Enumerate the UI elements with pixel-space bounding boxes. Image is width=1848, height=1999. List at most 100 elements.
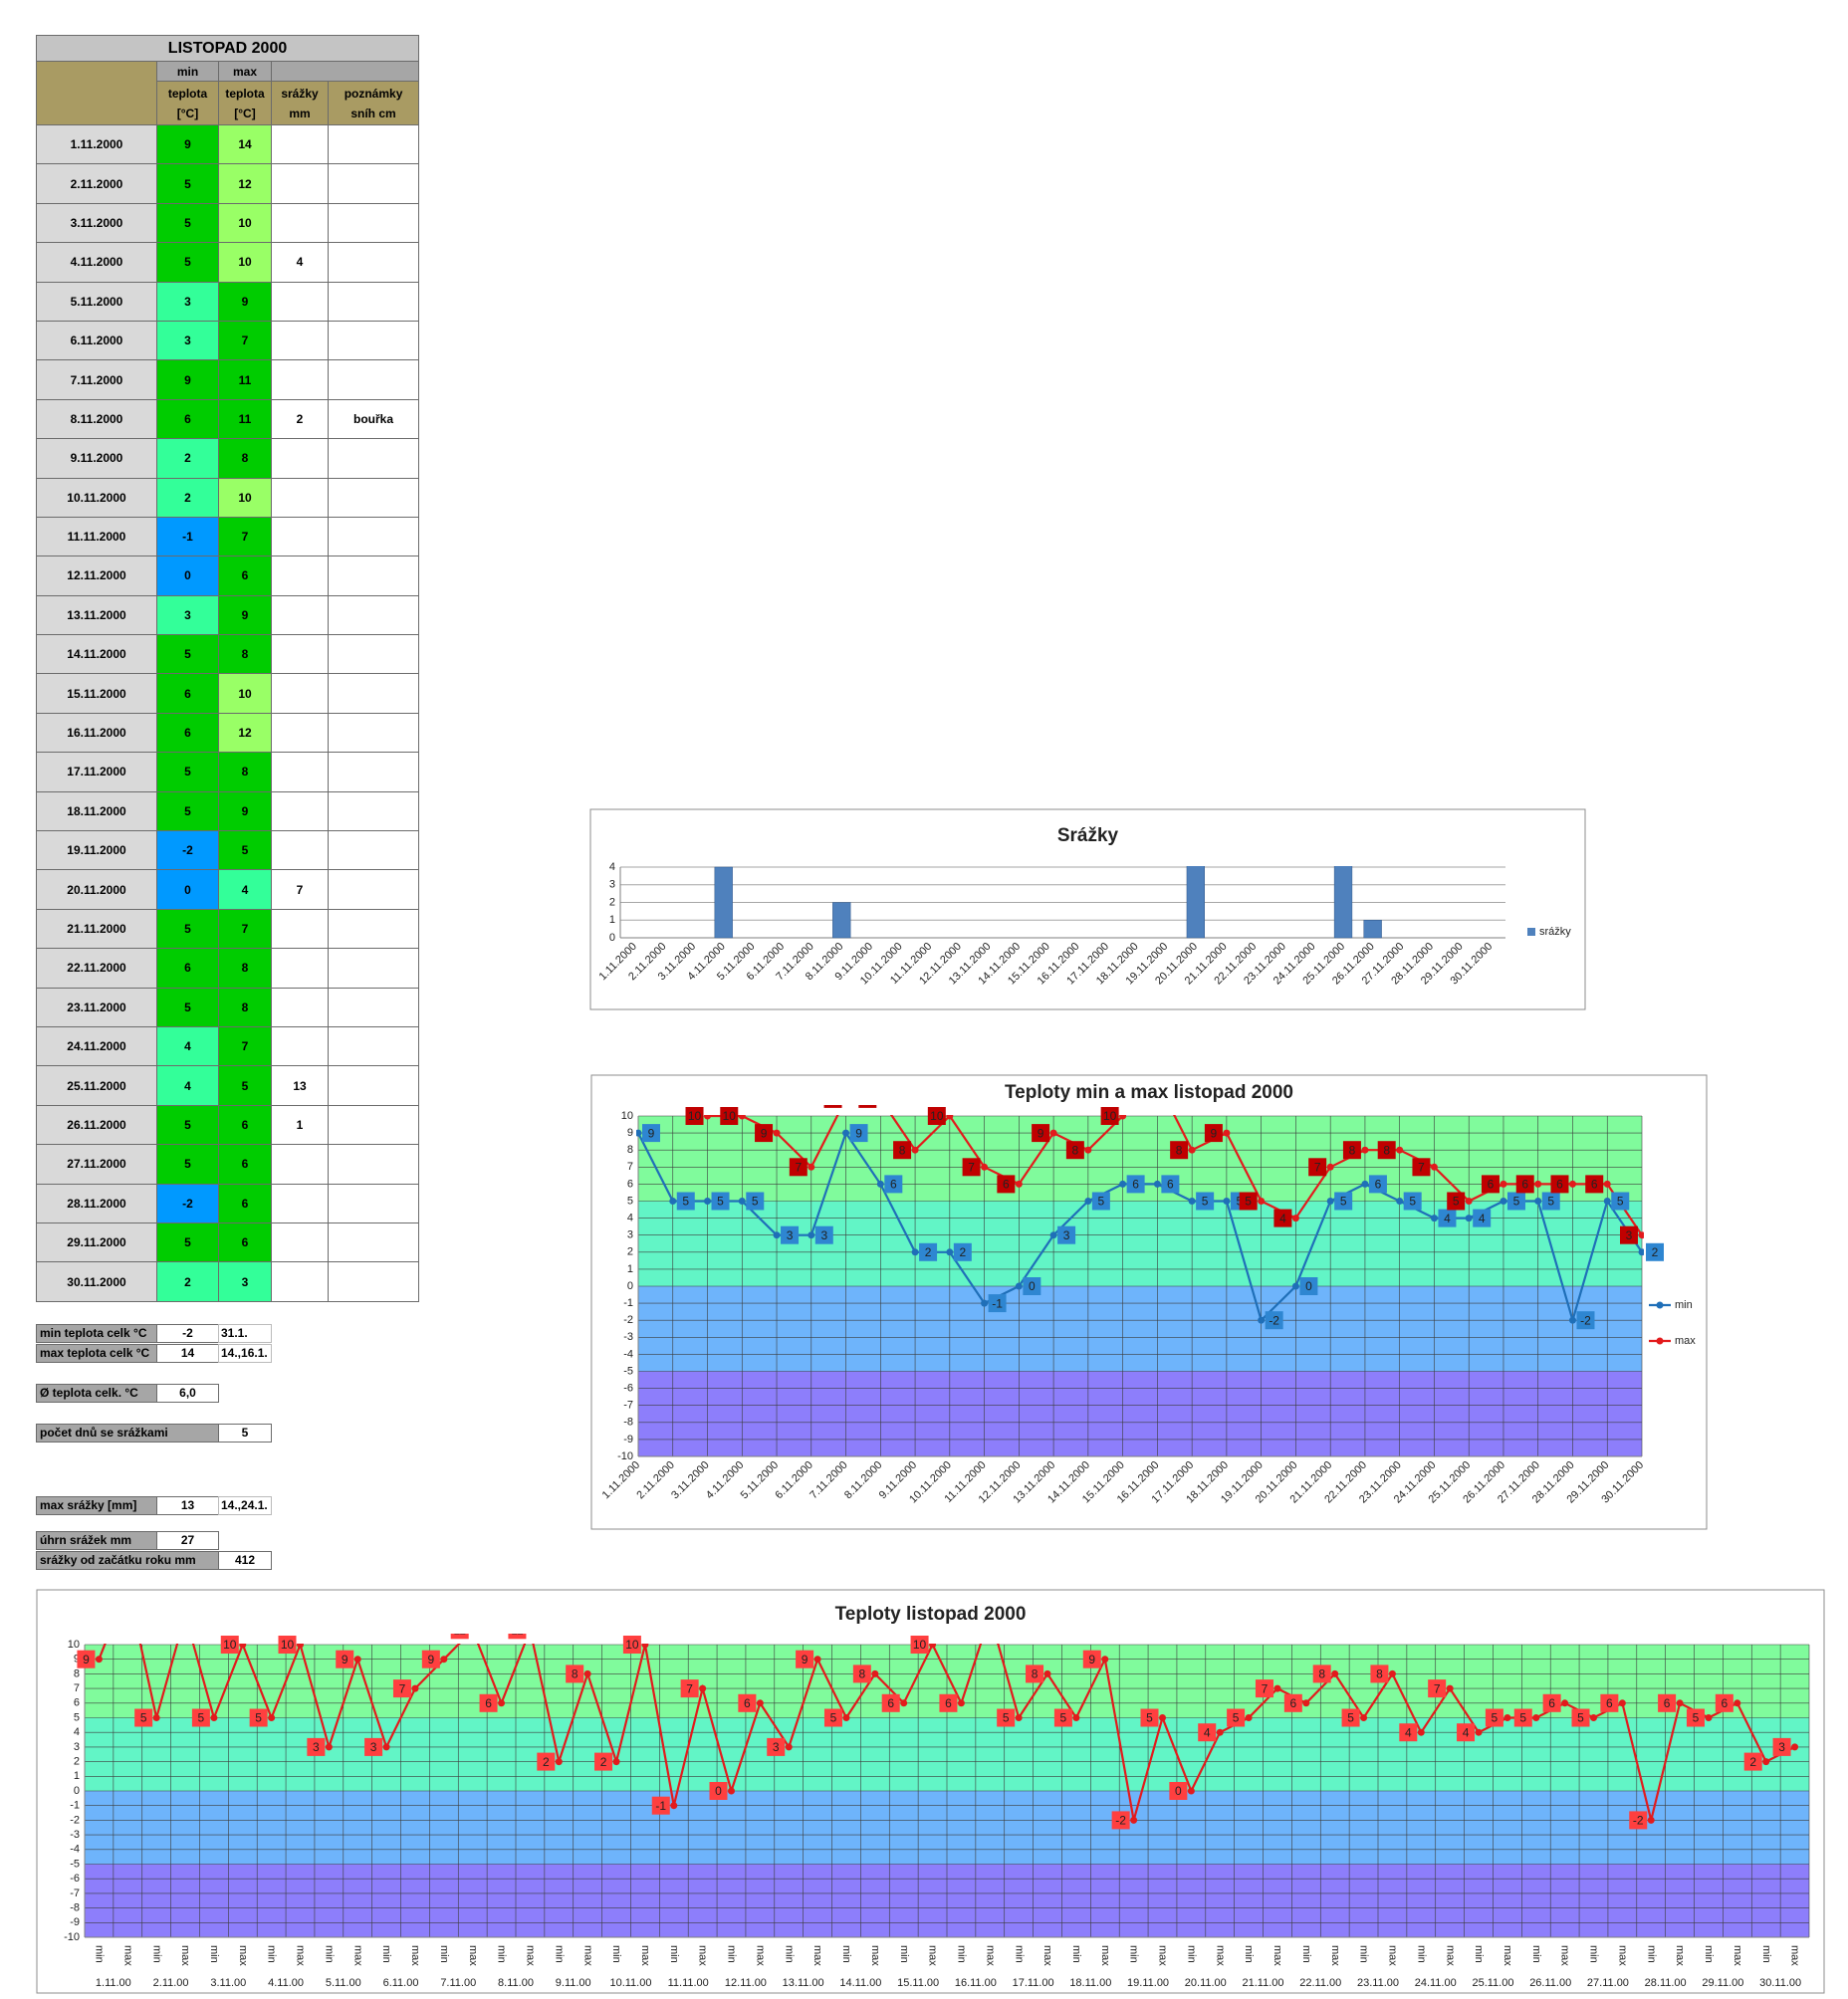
x-tick-label: min	[956, 1945, 968, 1963]
summary-note: 14.,24.1.	[218, 1496, 272, 1515]
data-label-box	[1585, 1175, 1604, 1194]
chart-title: Teploty min a max listopad 2000	[1005, 1082, 1293, 1103]
point	[1638, 1248, 1644, 1256]
data-label-box	[220, 1636, 239, 1654]
table-row: 5.11.2000 3 9	[36, 281, 420, 322]
table-cell: 3	[156, 594, 219, 636]
table-cell	[271, 477, 329, 518]
table-cell: 4	[271, 242, 329, 283]
x-tick-label: max	[1329, 1945, 1341, 1966]
table-cell	[327, 712, 420, 754]
data-label-box	[1542, 1693, 1561, 1712]
table-cell: 4	[218, 869, 272, 910]
table-cell: 13	[271, 1065, 329, 1106]
table-row: 6.11.2000 3 7	[36, 320, 420, 361]
y-tick-label: 10	[621, 1110, 633, 1122]
data-label-box	[962, 1158, 981, 1177]
date-cell: 12.11.2000	[36, 555, 157, 596]
data-label: 3	[787, 1228, 794, 1242]
x-tick-label: max	[1099, 1945, 1111, 1966]
date-cell: 7.11.2000	[36, 359, 157, 400]
data-label-box	[1620, 1225, 1638, 1244]
point	[1705, 1714, 1713, 1721]
data-label-box	[939, 1693, 958, 1712]
data-label-box	[1100, 1107, 1119, 1125]
data-label: 11	[511, 1623, 524, 1637]
x-tick-label: min	[1415, 1945, 1427, 1963]
x-group-label: 18.11.00	[1069, 1977, 1111, 1989]
data-label-box	[1715, 1693, 1733, 1712]
x-tick-label: min	[553, 1945, 565, 1963]
data-label-box	[1515, 1175, 1534, 1194]
point	[1258, 1198, 1266, 1205]
point	[636, 1129, 642, 1137]
x-tick-label: min	[380, 1945, 392, 1963]
y-tick-label: -10	[617, 1450, 633, 1462]
data-label-box	[364, 1737, 383, 1756]
point	[728, 1787, 735, 1795]
point	[210, 1714, 218, 1721]
x-group-label: 12.11.00	[725, 1977, 767, 1989]
x-group-label: 17.11.00	[1013, 1977, 1054, 1989]
x-tick-label: min	[1530, 1945, 1542, 1963]
table-cell	[271, 163, 329, 204]
y-tick-label: -10	[64, 1931, 80, 1943]
point	[871, 1669, 879, 1677]
data-label-box	[767, 1737, 786, 1756]
y-tick-label: 7	[74, 1682, 80, 1694]
data-label: 5	[1577, 1711, 1584, 1725]
point	[1291, 1215, 1299, 1222]
y-tick-label: 5	[627, 1195, 633, 1207]
x-tick-label: max	[1732, 1945, 1743, 1966]
header-blank	[270, 61, 420, 82]
x-group-label: 2.11.00	[153, 1977, 189, 1989]
x-group-label: 3.11.00	[210, 1977, 246, 1989]
table-cell: 3	[156, 281, 219, 322]
point	[1043, 1669, 1051, 1677]
x-tick-label: min	[1358, 1945, 1370, 1963]
point	[555, 1758, 563, 1766]
legend-label: srážky	[1539, 926, 1571, 938]
data-label-box	[1629, 1811, 1648, 1830]
y-tick-label: 1	[627, 1263, 633, 1275]
data-label-box	[927, 1107, 946, 1125]
legend-swatch	[1527, 928, 1535, 936]
data-label-box	[191, 1708, 210, 1727]
data-label-box	[1126, 1175, 1145, 1194]
date-cell: 1.11.2000	[36, 123, 157, 165]
table-cell: 9	[156, 123, 219, 165]
table-row: 20.11.2000 0 4 7	[36, 869, 420, 910]
x-group-label: 7.11.00	[440, 1977, 476, 1989]
table-cell	[327, 242, 420, 283]
data-label-box	[789, 1158, 808, 1177]
x-tick-label: max	[1214, 1945, 1226, 1966]
table-cell: 0	[156, 555, 219, 596]
x-group-label: 1.11.00	[96, 1977, 131, 1989]
data-label-box	[1658, 1693, 1677, 1712]
x-group-label: 14.11.00	[839, 1977, 881, 1989]
point	[876, 1180, 884, 1188]
y-tick-label: -9	[623, 1434, 633, 1445]
y-tick-label: 3	[609, 879, 615, 891]
y-tick-label: 7	[627, 1161, 633, 1173]
table-cell: 3	[218, 1261, 272, 1302]
table-cell: 10	[218, 673, 272, 714]
x-tick-label: max	[1157, 1945, 1169, 1966]
table-body: LISTOPAD 2000 min max teplota [°C] teplota [°C…	[35, 35, 420, 1302]
table-title: LISTOPAD 2000	[35, 35, 420, 62]
data-label-box	[1485, 1708, 1503, 1727]
x-group-label: 28.11.00	[1645, 1977, 1687, 1989]
data-label: 5	[1547, 1195, 1554, 1209]
data-label-box	[336, 1650, 354, 1668]
table-cell: 4	[156, 1065, 219, 1106]
point	[1417, 1728, 1425, 1736]
table-cell: 12	[218, 163, 272, 204]
y-tick-label: -1	[70, 1800, 80, 1812]
data-label: 5	[830, 1711, 837, 1725]
table-cell	[327, 1144, 420, 1185]
data-label-box	[738, 1693, 757, 1712]
x-group-label: 26.11.00	[1529, 1977, 1571, 1989]
data-label-box	[77, 1650, 96, 1668]
date-cell: 20.11.2000	[36, 869, 157, 910]
data-label-box	[1743, 1752, 1762, 1771]
